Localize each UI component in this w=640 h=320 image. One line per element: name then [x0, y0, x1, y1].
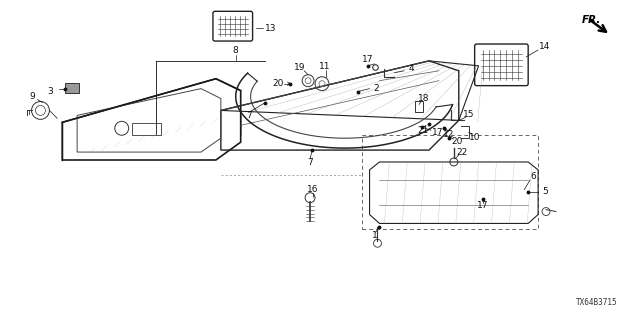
Text: 2: 2 [374, 84, 380, 93]
Text: 11: 11 [319, 62, 331, 71]
Text: 8: 8 [233, 46, 239, 55]
Text: 15: 15 [463, 110, 474, 119]
Text: 19: 19 [294, 63, 306, 72]
Text: 13: 13 [265, 24, 276, 33]
Text: 4: 4 [408, 64, 414, 73]
Bar [65, 83, 79, 92]
Text: 3: 3 [47, 87, 53, 96]
Text: 21: 21 [417, 126, 429, 135]
Text: 18: 18 [419, 94, 430, 103]
Text: 7: 7 [246, 111, 252, 120]
Text: FR.: FR. [582, 15, 601, 25]
Text: 7: 7 [307, 158, 313, 167]
Text: 17: 17 [362, 55, 373, 64]
Bar [415, 100, 423, 112]
Text: 6: 6 [531, 172, 536, 181]
Text: 1: 1 [372, 231, 378, 240]
Text: 17: 17 [477, 201, 488, 210]
Text: 20: 20 [273, 79, 284, 88]
Text: 9: 9 [29, 92, 35, 101]
Text: 20: 20 [451, 137, 463, 146]
Text: 10: 10 [469, 133, 481, 142]
Text: 5: 5 [542, 187, 548, 196]
Bar [132, 123, 161, 135]
Text: 16: 16 [307, 185, 319, 194]
Bar [362, 135, 538, 229]
Text: 22: 22 [456, 148, 467, 156]
Text: TX64B3715: TX64B3715 [576, 298, 618, 307]
Text: 12: 12 [443, 130, 454, 139]
Text: 14: 14 [540, 43, 550, 52]
Text: 17: 17 [432, 128, 444, 137]
